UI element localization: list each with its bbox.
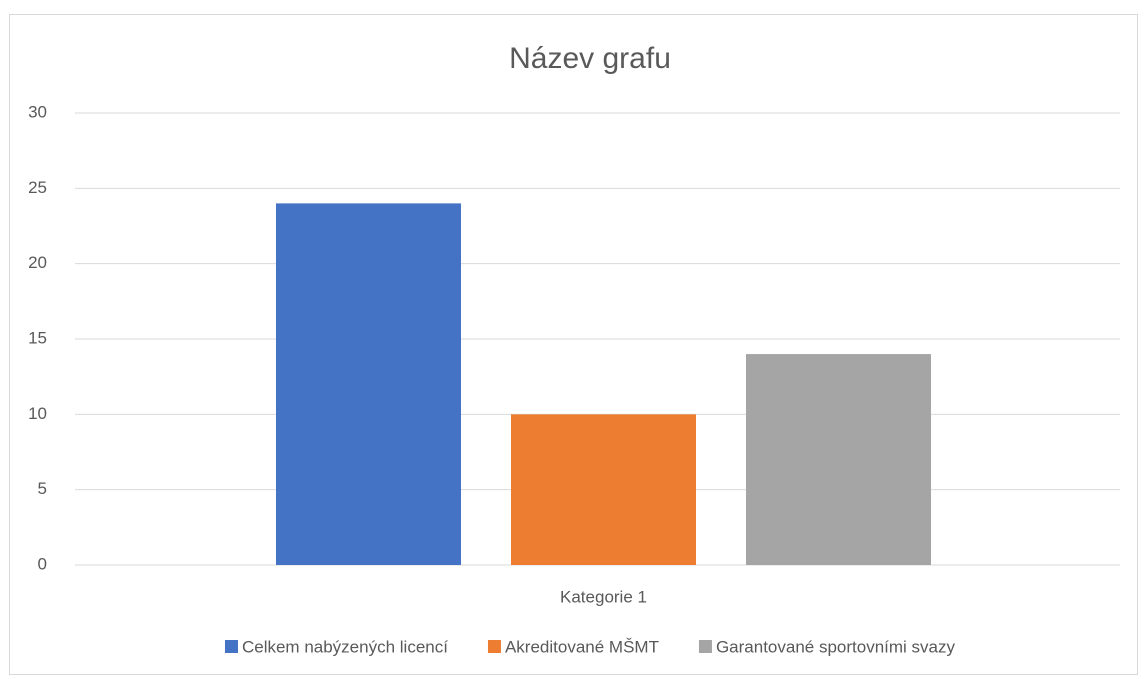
bar [276, 203, 461, 565]
legend-label: Akreditované MŠMT [505, 637, 659, 656]
legend-label: Celkem nabýzených licencí [242, 637, 448, 656]
y-tick-label: 30 [28, 102, 47, 121]
bar [511, 414, 696, 565]
y-tick-label: 15 [28, 328, 47, 347]
y-tick-label: 0 [38, 554, 47, 573]
legend-swatch [698, 640, 712, 653]
legend-label: Garantované sportovními svazy [716, 637, 956, 656]
legend-swatch [487, 640, 501, 653]
chart-title: Název grafu [509, 42, 671, 75]
y-tick-label: 20 [28, 253, 47, 272]
bar [746, 354, 931, 565]
legend-swatch [224, 640, 238, 653]
x-tick-label: Kategorie 1 [560, 587, 647, 606]
y-tick-label: 25 [28, 178, 47, 197]
y-tick-label: 10 [28, 404, 47, 423]
y-tick-label: 5 [38, 479, 47, 498]
